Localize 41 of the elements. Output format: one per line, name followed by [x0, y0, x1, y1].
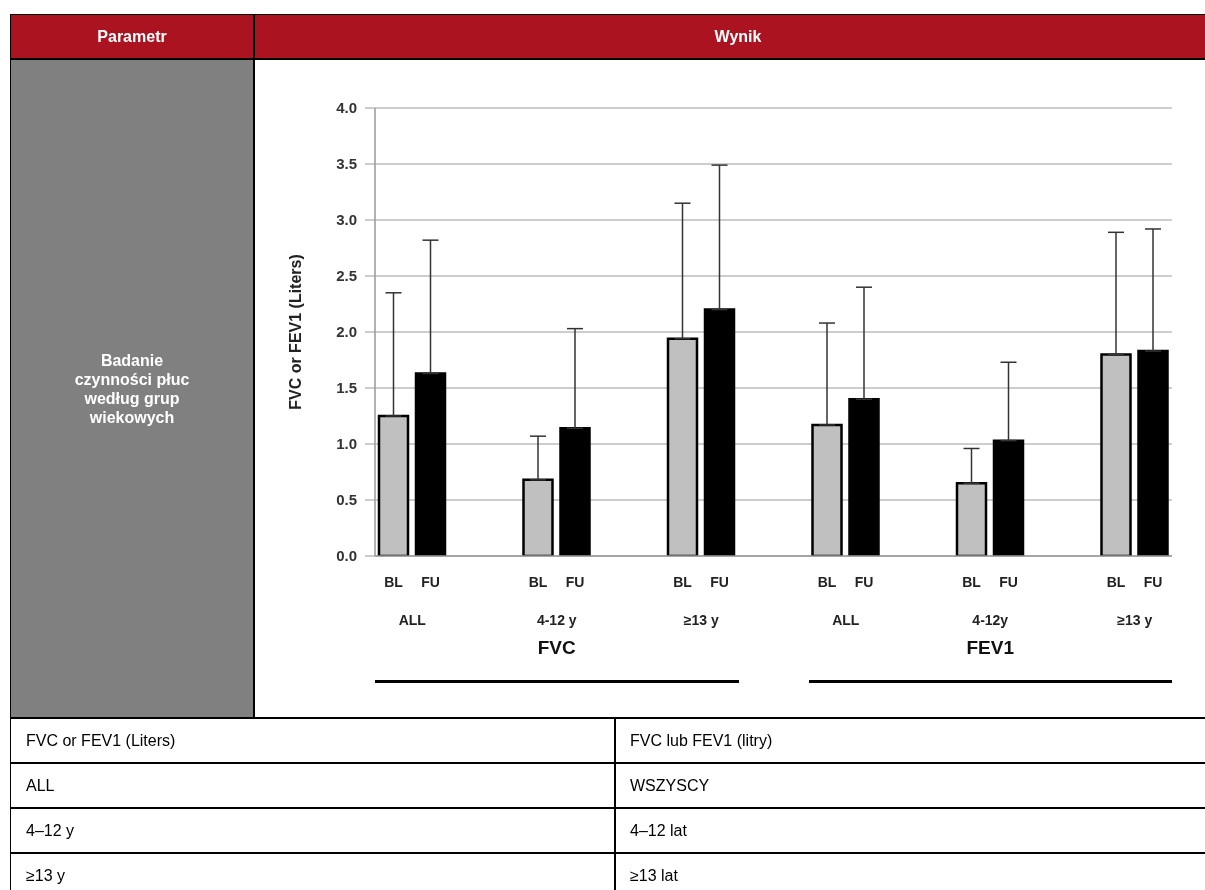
text: BL: [962, 574, 981, 590]
text: FU: [1143, 574, 1163, 590]
x-tick-label: ALL: [398, 612, 427, 628]
text: ≥13 y: [26, 866, 66, 885]
text: FEV1: [966, 637, 1015, 658]
text: BL: [528, 574, 548, 590]
y-tick-label: 0.5: [336, 491, 357, 509]
x-tick-label: 4-12y: [972, 612, 1009, 628]
series-label: FU: [421, 574, 440, 590]
text: BL: [817, 574, 837, 590]
text: FU: [854, 574, 874, 590]
text: FU: [710, 574, 729, 590]
text: ≥13 lat: [630, 866, 678, 885]
text: 4–12 y: [26, 821, 75, 840]
y-tick-label: 1.5: [336, 379, 357, 397]
y-tick-label: 4.0: [336, 99, 357, 117]
x-tick-label: ≥13 y: [1117, 612, 1153, 628]
text: 4–12 lat: [630, 821, 687, 840]
text: BL: [673, 574, 692, 590]
y-tick-label: 1.0: [336, 435, 357, 453]
x-tick-label: ≥13 y: [683, 612, 719, 628]
x-tick-label: ALL: [832, 612, 860, 628]
text: FVC or FEV1 (Liters): [26, 731, 176, 750]
text: WSZYSCY: [630, 776, 710, 795]
y-tick-label: 0.0: [336, 547, 357, 565]
text: FU: [999, 574, 1018, 590]
y-tick-label: 3.5: [336, 155, 357, 173]
text: Badanie czynności płuc według grup wiekowych: [74, 351, 190, 426]
text: FU: [565, 574, 585, 590]
text: FVC lub FEV1 (litry): [630, 731, 773, 750]
text: Wynik: [714, 27, 762, 46]
text: FVC: [537, 637, 576, 658]
text: BL: [1106, 574, 1126, 590]
series-label: BL: [384, 574, 404, 590]
y-tick-label: 2.0: [336, 323, 357, 341]
x-tick-label: 4-12 y: [536, 612, 577, 628]
y-tick-label: 3.0: [336, 211, 357, 229]
y-axis-title: FVC or FEV1 (Liters): [287, 254, 305, 410]
text: ALL: [26, 776, 55, 795]
text: Parametr: [97, 27, 167, 46]
y-tick-label: 2.5: [336, 267, 357, 285]
